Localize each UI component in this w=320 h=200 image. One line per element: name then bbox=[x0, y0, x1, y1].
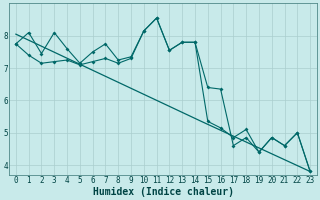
X-axis label: Humidex (Indice chaleur): Humidex (Indice chaleur) bbox=[92, 186, 234, 197]
